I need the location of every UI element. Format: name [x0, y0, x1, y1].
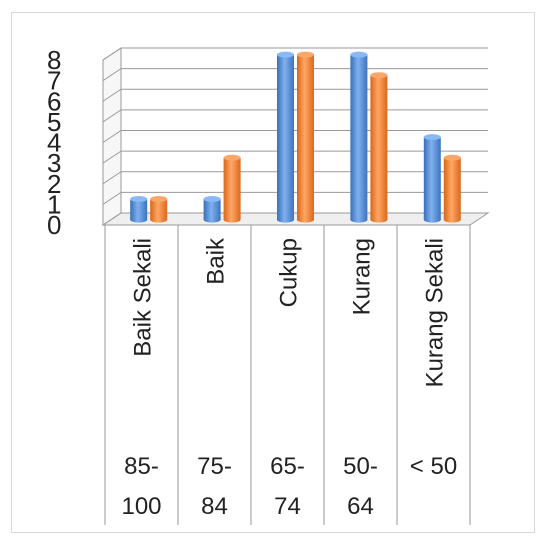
range-label: 75- [197, 453, 232, 480]
category-label: Baik [203, 237, 230, 285]
bar-1-4 [350, 52, 367, 223]
category-label: Kurang [349, 238, 376, 315]
category-label: Kurang Sekali [422, 238, 449, 387]
bar-2-4 [370, 72, 387, 222]
range-label: < 50 [410, 453, 457, 480]
category-label: Cukup [276, 238, 303, 307]
range-label: 100 [121, 493, 161, 520]
bar-1-5 [424, 134, 441, 223]
range-label: 65- [270, 453, 305, 480]
y-tick-label: 8 [47, 45, 61, 75]
range-label: 64 [347, 493, 374, 520]
range-label: 74 [274, 493, 301, 520]
bar-1-2 [204, 196, 221, 223]
bar-1-1 [130, 196, 147, 223]
bar-1-3 [277, 52, 294, 223]
range-label: 85- [124, 453, 159, 480]
bar-2-5 [444, 155, 461, 223]
bar-2-2 [224, 155, 241, 223]
bar-2-3 [297, 52, 314, 223]
range-label: 84 [201, 493, 228, 520]
category-label: Baik Sekali [130, 238, 157, 357]
bars [130, 52, 461, 223]
range-label: 50- [343, 453, 378, 480]
bar-2-1 [150, 196, 167, 223]
category-table: Baik Sekali 85- 100 Baik 75- 84 Cukup 65- 74 Kura… [105, 225, 470, 525]
